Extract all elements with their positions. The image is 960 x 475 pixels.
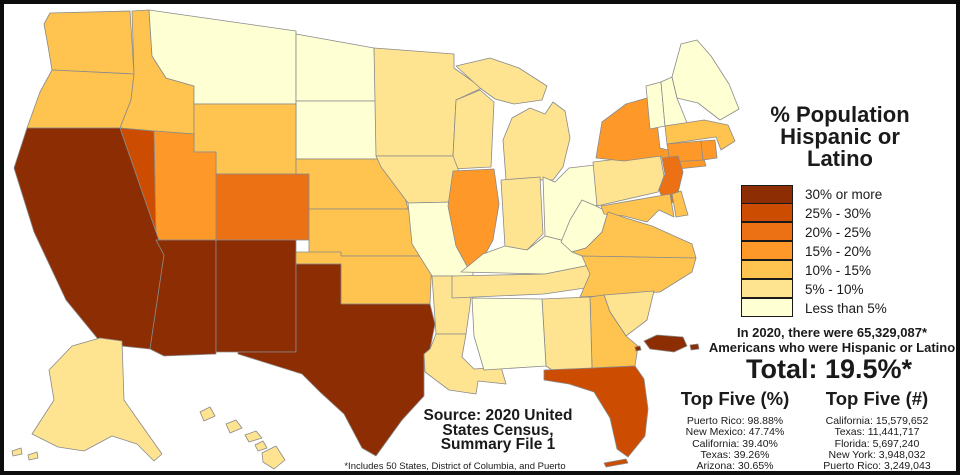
- legend-row: 20% - 25%: [741, 222, 887, 242]
- legend-row: 30% or more: [741, 185, 887, 204]
- legend: 30% or more 25% - 30% 20% - 25% 15% - 20…: [741, 185, 887, 318]
- state-texas: [237, 263, 436, 457]
- context-statement: In 2020, there were 65,329,087* American…: [704, 325, 956, 355]
- list-item: New Mexico: 47.74%: [685, 426, 785, 439]
- legend-label: 30% or more: [805, 187, 883, 202]
- state-alabama: [541, 296, 593, 375]
- state-maine: [671, 39, 740, 121]
- state-delaware: [671, 190, 689, 218]
- state-north-carolina: [579, 255, 697, 298]
- source-line2: States Census,: [442, 421, 554, 439]
- legend-swatch: [741, 203, 793, 222]
- total-percentage: Total: 19.5%*: [745, 354, 913, 384]
- context-line2: Americans who were Hispanic or Latino: [708, 340, 956, 355]
- map-title-line1: % Population: [770, 102, 910, 127]
- source-attribution: Source: 2020 United States Census, Summa…: [409, 407, 587, 453]
- state-indiana: [500, 176, 544, 251]
- state-mississippi: [471, 297, 547, 371]
- top-five-count-items: California: 15,579,652 Texas: 11,441,717…: [802, 415, 952, 473]
- legend-swatch: [741, 298, 793, 317]
- territory-puerto-rico: [634, 334, 700, 353]
- state-washington: [43, 10, 135, 75]
- list-item: California: 15,579,652: [825, 415, 929, 427]
- state-michigan: [455, 57, 571, 181]
- state-south-dakota: [295, 100, 380, 160]
- legend-swatch: [741, 241, 793, 260]
- state-oregon: [26, 69, 135, 129]
- legend-label: 10% - 15%: [805, 263, 872, 278]
- list-item: Arizona: 30.65%: [696, 460, 774, 473]
- top-five-count-list: Top Five (#) California: 15,579,652 Texa…: [802, 388, 952, 473]
- legend-row: 15% - 20%: [741, 241, 887, 261]
- state-alaska: [11, 337, 163, 462]
- state-colorado: [215, 173, 310, 241]
- top-five-percent-items: Puerto Rico: 98.88% New Mexico: 47.74% C…: [660, 415, 810, 473]
- state-new-hampshire: [660, 76, 688, 127]
- source-line1: Source: 2020 United: [423, 407, 573, 424]
- legend-label: 5% - 10%: [805, 282, 864, 297]
- top-five-percent-list: Top Five (%) Puerto Rico: 98.88% New Mex…: [660, 388, 810, 473]
- top-five-count-heading: Top Five (#): [825, 388, 929, 409]
- list-item: California: 39.40%: [692, 437, 778, 450]
- legend-swatch: [741, 260, 793, 279]
- context-line1: In 2020, there were 65,329,087*: [736, 325, 928, 340]
- legend-label: 15% - 20%: [805, 244, 872, 259]
- list-item: New York: 3,948,032: [828, 448, 926, 461]
- state-rhode-island: [700, 139, 718, 161]
- map-title: % Population Hispanic or Latino: [732, 104, 948, 170]
- legend-label: 20% - 25%: [805, 225, 872, 240]
- legend-swatch: [741, 185, 793, 204]
- legend-label: 25% - 30%: [805, 206, 872, 221]
- state-florida: [543, 365, 649, 468]
- top-five-percent-heading: Top Five (%): [680, 388, 790, 409]
- legend-swatch: [741, 222, 793, 241]
- source-line3: Summary File 1: [440, 436, 556, 453]
- footnote: *Includes 50 States, District of Columbi…: [344, 461, 566, 472]
- list-item: Texas: 39.26%: [700, 448, 770, 461]
- list-item: Puerto Rico: 98.88%: [686, 415, 784, 427]
- state-new-mexico: [215, 239, 297, 353]
- legend-row: 25% - 30%: [741, 203, 887, 223]
- state-wisconsin: [452, 89, 495, 170]
- legend-swatch: [741, 279, 793, 298]
- us-choropleth-map: [11, 9, 740, 470]
- legend-label: Less than 5%: [805, 301, 887, 316]
- state-north-dakota: [295, 33, 377, 102]
- state-louisiana: [423, 333, 507, 395]
- legend-row: 10% - 15%: [741, 260, 887, 280]
- list-item: Texas: 11,441,717: [834, 426, 920, 439]
- legend-row: Less than 5%: [741, 298, 887, 318]
- map-title-line3: Latino: [807, 146, 873, 171]
- state-hawaii: [199, 406, 286, 470]
- legend-row: 5% - 10%: [741, 279, 887, 299]
- list-item: Florida: 5,697,240: [834, 437, 920, 450]
- state-massachusetts: [664, 119, 736, 151]
- map-title-line2: Hispanic or: [780, 124, 900, 149]
- list-item: Puerto Rico: 3,249,043: [823, 460, 931, 473]
